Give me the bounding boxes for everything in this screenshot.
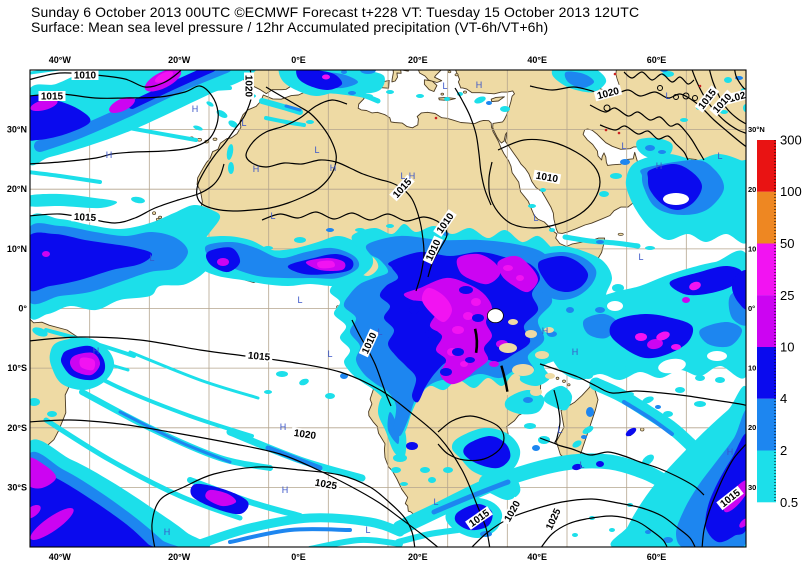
svg-text:H: H <box>330 163 337 173</box>
svg-text:H: H <box>409 171 416 181</box>
svg-text:0°: 0° <box>18 304 27 314</box>
svg-text:40°E: 40°E <box>527 552 547 562</box>
svg-text:20°E: 20°E <box>408 552 428 562</box>
svg-text:L: L <box>241 118 246 128</box>
svg-text:L: L <box>377 327 382 337</box>
svg-text:30°N: 30°N <box>748 125 765 134</box>
svg-text:1010: 1010 <box>74 71 97 82</box>
svg-text:10°N: 10°N <box>7 244 27 254</box>
svg-text:10: 10 <box>748 364 756 373</box>
svg-text:H: H <box>164 527 171 537</box>
svg-text:10°S: 10°S <box>7 363 27 373</box>
svg-text:100: 100 <box>780 184 802 199</box>
svg-text:50: 50 <box>780 236 794 251</box>
svg-text:H: H <box>106 150 113 160</box>
svg-text:1025: 1025 <box>314 478 338 493</box>
svg-text:L: L <box>579 460 584 470</box>
svg-text:0°E: 0°E <box>291 552 306 562</box>
svg-text:L: L <box>433 497 438 507</box>
svg-text:4: 4 <box>780 391 787 406</box>
svg-text:L: L <box>365 525 370 535</box>
svg-text:20°W: 20°W <box>168 55 191 65</box>
svg-text:H: H <box>282 485 289 495</box>
svg-text:L: L <box>297 295 302 305</box>
svg-text:20°E: 20°E <box>408 55 428 65</box>
svg-text:H: H <box>476 80 483 90</box>
svg-text:L: L <box>621 141 626 151</box>
svg-text:60°E: 60°E <box>647 552 667 562</box>
svg-text:L: L <box>442 81 447 91</box>
svg-text:1020: 1020 <box>243 75 254 98</box>
svg-text:L: L <box>149 253 154 263</box>
svg-text:L: L <box>638 252 643 262</box>
svg-text:L: L <box>400 171 405 181</box>
svg-text:L: L <box>314 145 319 155</box>
svg-text:20°S: 20°S <box>7 423 27 433</box>
svg-text:L: L <box>557 425 562 435</box>
svg-text:L: L <box>533 213 538 223</box>
svg-text:L: L <box>665 91 670 101</box>
svg-text:30°N: 30°N <box>7 125 27 135</box>
svg-text:H: H <box>192 104 199 114</box>
svg-text:H: H <box>542 326 549 336</box>
svg-text:40°W: 40°W <box>49 55 72 65</box>
svg-text:40°W: 40°W <box>49 552 72 562</box>
svg-text:1015: 1015 <box>247 351 271 364</box>
svg-text:2: 2 <box>780 443 787 458</box>
svg-text:1015: 1015 <box>41 92 64 103</box>
svg-text:L: L <box>327 349 332 359</box>
svg-text:0°E: 0°E <box>291 55 306 65</box>
svg-text:H: H <box>253 164 260 174</box>
svg-text:20°W: 20°W <box>168 552 191 562</box>
svg-text:300: 300 <box>780 133 802 148</box>
svg-text:1015: 1015 <box>74 212 97 224</box>
svg-text:H: H <box>572 347 579 357</box>
svg-text:60°E: 60°E <box>647 55 667 65</box>
svg-text:1020: 1020 <box>293 428 317 442</box>
svg-text:30°S: 30°S <box>7 482 27 492</box>
svg-text:L: L <box>270 211 275 221</box>
svg-text:20°N: 20°N <box>7 184 27 194</box>
svg-text:1010: 1010 <box>535 171 559 186</box>
svg-text:30: 30 <box>748 483 756 492</box>
svg-text:L: L <box>717 151 722 161</box>
svg-text:10: 10 <box>780 340 794 355</box>
svg-text:H: H <box>280 422 287 432</box>
svg-text:10: 10 <box>748 244 756 253</box>
svg-text:20: 20 <box>748 185 756 194</box>
svg-text:1020: 1020 <box>728 89 753 105</box>
svg-text:40°E: 40°E <box>527 55 547 65</box>
svg-text:H: H <box>727 447 734 457</box>
svg-text:H: H <box>93 346 100 356</box>
svg-text:20: 20 <box>748 423 756 432</box>
svg-text:H: H <box>656 161 663 171</box>
svg-text:0°: 0° <box>748 304 755 313</box>
svg-text:0.5: 0.5 <box>780 495 798 510</box>
svg-text:25: 25 <box>780 288 794 303</box>
